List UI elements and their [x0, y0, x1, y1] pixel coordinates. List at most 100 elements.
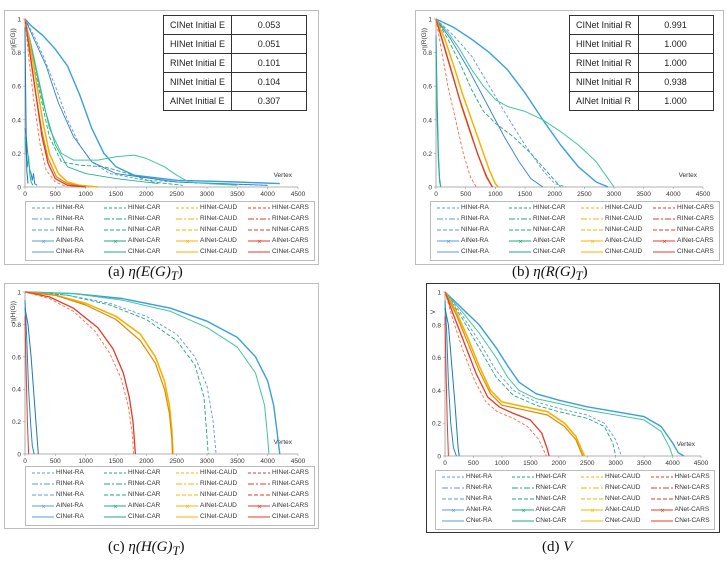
series-line-ninet-car	[24, 18, 159, 185]
y-tick-label: 0.2	[12, 419, 21, 426]
legend-label: HNet-CAR	[535, 473, 567, 480]
legend-swatch	[581, 476, 603, 477]
legend-swatch: ×	[511, 507, 534, 513]
legend-label: RNet-CAUD	[605, 484, 641, 491]
x-tick-label: 2000	[552, 460, 567, 467]
legend-label: HNet-RA	[466, 473, 493, 480]
series-line-cinet-caud	[24, 18, 98, 188]
legend-label: HINet-CARS	[272, 204, 309, 211]
legend-swatch: ×	[581, 507, 603, 513]
y-axis-label: η(E(G))	[10, 28, 17, 50]
legend-item: NINet-CARS	[248, 491, 309, 498]
legend-swatch	[653, 251, 675, 252]
legend-swatch: ×	[104, 503, 126, 509]
legend-label: NINet-RA	[461, 226, 489, 233]
svg-text:×: ×	[41, 238, 46, 244]
y-tick-label: 0	[437, 454, 441, 461]
x-tick-label: 4500	[696, 191, 711, 198]
legend-label: AINet-CAUD	[200, 502, 237, 509]
x-tick-label: 500	[50, 191, 61, 198]
x-tick-label: 1500	[109, 458, 124, 465]
x-tick-label: 4500	[694, 460, 709, 467]
x-tick-label: 500	[468, 460, 479, 467]
legend-swatch: ×	[509, 238, 531, 244]
legend-swatch	[248, 218, 270, 219]
caption-c: (c) η(H(G)T)	[108, 539, 185, 558]
x-tick-label: 1000	[78, 191, 93, 198]
legend-swatch: ×	[650, 507, 673, 513]
chart-a-svg: 0 0.2 0.4 0.6 0.8 1 0 500 1000 1500 2000 2500 3000 35…	[10, 17, 306, 199]
legend-item: HINet-CAUD	[176, 204, 237, 211]
x-tick-label: 4500	[291, 458, 306, 465]
table-cell-value: 0.101	[231, 53, 308, 73]
svg-text:×: ×	[662, 238, 667, 244]
legend-item: CINet-RA	[32, 513, 84, 520]
x-tick-label: 1500	[518, 191, 533, 198]
legend-label: NINet-RA	[56, 226, 84, 233]
legend-item: NINet-RA	[32, 226, 84, 233]
legend-swatch	[650, 487, 673, 488]
legend-item: NNet-CARS	[650, 495, 710, 502]
legend-item: × AINet-CAR	[104, 502, 160, 509]
legend-label: NINet-CAR	[128, 491, 161, 498]
legend-label: CINet-CAR	[128, 513, 161, 520]
y-tick-label: 0.2	[12, 151, 21, 158]
chart-d-svg: 0 0.2 0.4 0.6 0.8 1 0 500 1000 1500 2000 2500 3000 35…	[430, 290, 709, 468]
x-tick-label: 1500	[109, 191, 124, 198]
x-tick-label: 4000	[665, 460, 680, 467]
legend-label: ANet-CAUD	[605, 506, 641, 513]
legend-label: NINet-CAR	[533, 226, 566, 233]
legend-swatch	[248, 472, 270, 473]
legend-swatch	[511, 520, 534, 521]
legend-label: CNet-CAUD	[605, 517, 641, 524]
legend-label: NNet-RA	[466, 495, 493, 502]
legend-item: × ANet-CAR	[511, 506, 566, 513]
legend-swatch	[437, 218, 459, 219]
legend-swatch	[581, 487, 603, 488]
legend-label: AINet-RA	[56, 502, 84, 509]
x-tick-label: 3000	[200, 458, 215, 465]
table-cell-value: 0.053	[231, 15, 308, 35]
legend-swatch	[653, 207, 675, 208]
table-row: HINet Initial E 0.051	[162, 34, 308, 54]
svg-text:×: ×	[518, 238, 523, 244]
svg-text:×: ×	[590, 507, 595, 513]
legend-label: RNet-CARS	[674, 484, 710, 491]
legend-item: × AINet-CAUD	[176, 502, 237, 509]
series-line-hinet-car	[24, 291, 209, 455]
series-line-cnet-car	[444, 291, 674, 457]
legend-swatch	[32, 516, 54, 517]
x-tick-label: 1000	[78, 458, 93, 465]
legend-item: × AINet-CARS	[248, 237, 308, 244]
legend-swatch	[176, 229, 198, 230]
x-tick-label: 3500	[230, 191, 245, 198]
legend-swatch	[509, 229, 531, 230]
series-line-cinet-cars	[435, 18, 493, 188]
legend-swatch	[511, 498, 534, 499]
svg-text:×: ×	[113, 238, 118, 244]
svg-text:×: ×	[451, 507, 456, 513]
value-table-b: CINet Initial R 0.991 HINet Initial R 1.000…	[569, 15, 714, 111]
legend-item: CINet-CAR	[104, 513, 161, 520]
legend-item: CINet-CAUD	[176, 513, 237, 520]
legend-item: NINet-RA	[437, 226, 489, 233]
legend-label: CINet-RA	[461, 248, 489, 255]
series-line-hinet-ra	[435, 18, 567, 188]
table-cell-label: CINet Initial R	[569, 15, 639, 35]
x-axis-label: Vertex	[274, 172, 293, 179]
chart-panel-b: 0 0.2 0.4 0.6 0.8 1 0 500 1000 1500 2000 2500 3000 35…	[415, 10, 724, 265]
svg-text:×: ×	[660, 507, 665, 513]
legend-item: RNet-CAR	[511, 484, 566, 491]
legend-item: HINet-CAR	[509, 204, 566, 211]
legend-label: RINet-CAUD	[200, 480, 238, 487]
legend-label: HINet-CAR	[128, 204, 161, 211]
legend-label: NNet-CARS	[674, 495, 710, 502]
legend-item: NINet-CAR	[104, 226, 161, 233]
legend-label: CINet-CARS	[677, 248, 714, 255]
series-line-cinet-car	[24, 18, 238, 186]
table-row: AINet Initial R 1.000	[569, 91, 714, 111]
legend-item: NINet-CAUD	[176, 491, 237, 498]
legend-label: HINet-CAR	[533, 204, 566, 211]
legend-label: ANet-CARS	[674, 506, 710, 513]
y-tick-label: 0.4	[12, 387, 21, 394]
